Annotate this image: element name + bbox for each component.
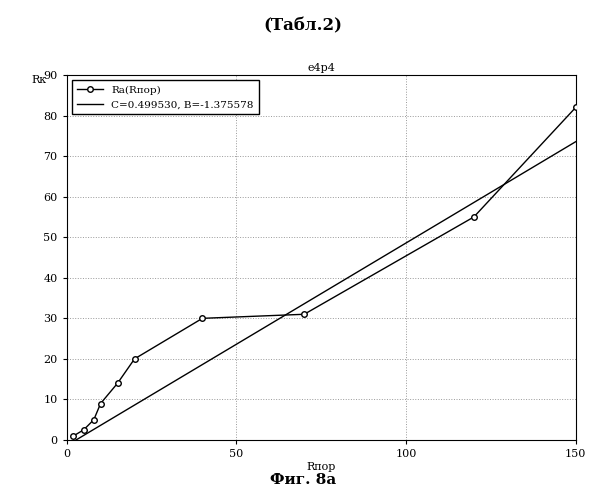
C=0.499530, B=-1.375578 [339, 278, 346, 284]
Rа(Rпор) [470, 214, 478, 220]
Rа(Rпор) [90, 416, 98, 422]
C=0.499530, B=-1.375578 [560, 146, 567, 152]
Title: e4p4: e4p4 [307, 63, 335, 73]
C=0.499530, B=-1.375578 [480, 194, 487, 200]
X-axis label: Rпор: Rпор [307, 462, 336, 472]
Rа(Rпор) [97, 400, 104, 406]
C=0.499530, B=-1.375578 [63, 442, 70, 448]
Rа(Rпор) [131, 356, 138, 362]
C=0.499530, B=-1.375578 [572, 138, 579, 144]
C=0.499530, B=-1.375578 [308, 296, 315, 302]
C=0.499530, B=-1.375578 [305, 298, 312, 304]
Text: Фиг. 8а: Фиг. 8а [270, 474, 336, 488]
Rа(Rпор) [70, 433, 77, 439]
Y-axis label: Rк: Rк [31, 75, 46, 85]
Rа(Rпор) [199, 316, 206, 322]
Rа(Rпор) [572, 104, 579, 110]
C=0.499530, B=-1.375578 [366, 262, 373, 268]
Text: (Табл.2): (Табл.2) [264, 18, 342, 34]
Line: Rа(Rпор): Rа(Rпор) [71, 104, 579, 438]
Rа(Rпор) [80, 427, 87, 433]
Line: C=0.499530, B=-1.375578: C=0.499530, B=-1.375578 [67, 142, 576, 446]
Legend: Rа(Rпор), C=0.499530, B=-1.375578: Rа(Rпор), C=0.499530, B=-1.375578 [72, 80, 259, 114]
Rа(Rпор) [114, 380, 121, 386]
Rа(Rпор) [301, 312, 308, 318]
